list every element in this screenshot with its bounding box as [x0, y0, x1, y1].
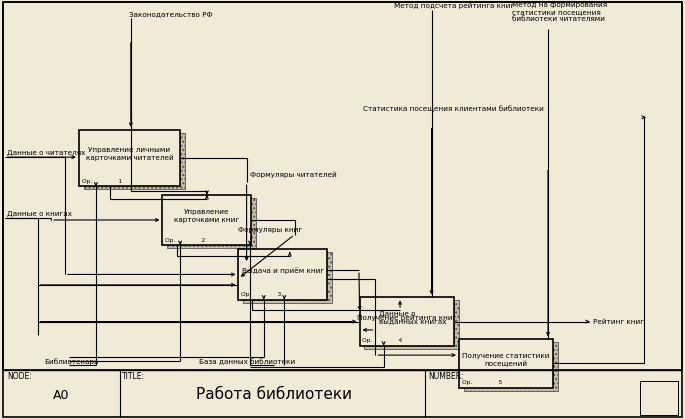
Text: Оp.              2: Оp. 2 [165, 238, 206, 243]
Text: Статистика посещения клиентами библиотеки: Статистика посещения клиентами библиотек… [363, 106, 544, 112]
Text: Формуляры книг: Формуляры книг [238, 228, 303, 233]
Bar [360, 297, 454, 346]
Bar [167, 198, 256, 248]
Text: Рейтинг книг: Рейтинг книг [593, 319, 643, 325]
Bar [84, 133, 185, 189]
Bar [238, 249, 327, 300]
Bar [162, 195, 251, 245]
Text: Законодательство РФ: Законодательство РФ [129, 11, 213, 17]
Text: NODE:: NODE: [7, 372, 32, 380]
Text: Управление личными
карточками читателей: Управление личными карточками читателей [86, 147, 173, 161]
Text: A0: A0 [53, 389, 70, 402]
Bar [459, 339, 553, 388]
Text: Получение статистики
посещений: Получение статистики посещений [462, 352, 550, 367]
Text: Работа библиотеки: Работа библиотеки [196, 387, 352, 402]
Text: Метод подсчёта рейтинга книг: Метод подсчёта рейтинга книг [394, 3, 514, 9]
Text: Формуляры читателей: Формуляры читателей [250, 171, 337, 178]
Text: Библиотекарь: Библиотекарь [45, 358, 99, 365]
Bar [79, 130, 180, 186]
Text: База данных библиотеки: База данных библиотеки [199, 358, 295, 365]
Bar [243, 252, 332, 303]
Text: TITLE:: TITLE: [122, 372, 145, 380]
Text: Метод на формирования
статистики посещения
библиотеки читателями: Метод на формирования статистики посещен… [512, 2, 608, 22]
Text: Данные о читателях: Данные о читателях [7, 150, 85, 156]
Text: Оp.              5: Оp. 5 [462, 380, 502, 385]
Text: Управление
карточками книг: Управление карточками книг [174, 209, 240, 223]
Bar [3, 2, 682, 370]
Bar [464, 342, 558, 391]
Text: Оp.              3: Оp. 3 [241, 292, 282, 297]
Text: Оp.              4: Оp. 4 [362, 338, 403, 343]
Text: NUMBER:: NUMBER: [428, 372, 464, 380]
Bar [364, 300, 459, 349]
Text: Выдача и приём книг: Выдача и приём книг [242, 267, 324, 274]
Text: Оp.              1: Оp. 1 [82, 179, 122, 184]
Text: Получение рейтинга книг: Получение рейтинга книг [357, 315, 457, 321]
Text: Данные о
выданных книгах: Данные о выданных книгах [379, 311, 447, 324]
Text: Данные о книгах: Данные о книгах [7, 210, 72, 217]
Bar [640, 381, 678, 415]
